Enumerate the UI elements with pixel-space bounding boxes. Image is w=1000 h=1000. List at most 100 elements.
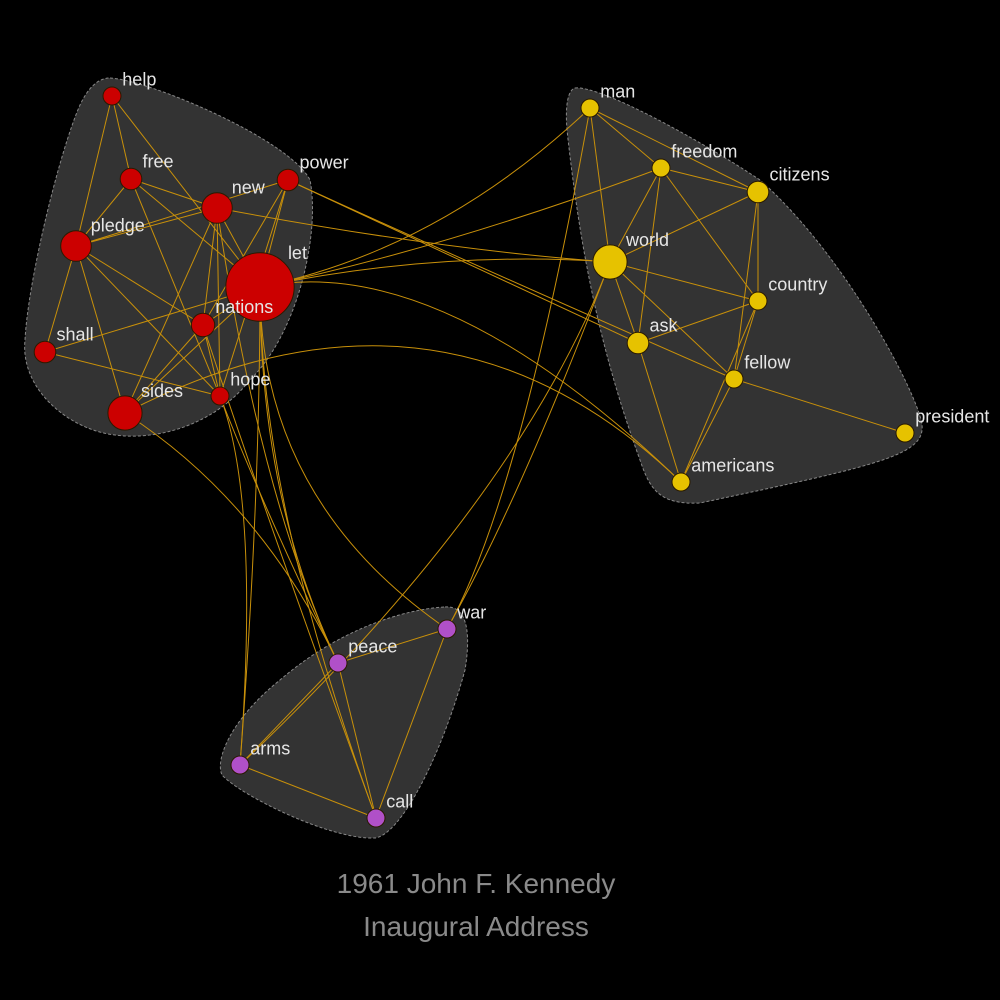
node-label-let: let bbox=[288, 243, 307, 263]
node-hope[interactable] bbox=[210, 386, 230, 406]
node-label-free: free bbox=[143, 151, 174, 171]
node-label-fellow: fellow bbox=[744, 353, 791, 373]
edge-shall-hope bbox=[44, 351, 221, 397]
edge-peace-arms bbox=[239, 662, 339, 766]
node-citizens[interactable] bbox=[746, 180, 770, 204]
edge-fellow-president bbox=[733, 378, 906, 434]
edge-war-call bbox=[375, 628, 448, 819]
node-label-americans: americans bbox=[691, 456, 774, 476]
node-war[interactable] bbox=[437, 619, 457, 639]
node-shall[interactable] bbox=[33, 340, 57, 364]
edge-help-free bbox=[111, 95, 132, 180]
edge-help-let bbox=[111, 95, 261, 288]
edge-country-americans bbox=[680, 300, 759, 483]
edge-new-sides bbox=[124, 207, 218, 414]
node-freedom[interactable] bbox=[651, 158, 671, 178]
edge-pledge-sides bbox=[75, 245, 126, 414]
edge-help-pledge bbox=[75, 95, 113, 247]
edge-let-freedom bbox=[259, 167, 662, 288]
edge-world-war bbox=[446, 261, 611, 630]
edge-man-world bbox=[589, 107, 611, 263]
node-americans[interactable] bbox=[671, 472, 691, 492]
edge-world-fellow bbox=[609, 261, 735, 380]
edge-pledge-shall bbox=[44, 245, 77, 353]
edge-nations-call bbox=[202, 324, 377, 819]
edge-let-war bbox=[259, 286, 448, 630]
edge-ask-country bbox=[637, 300, 759, 344]
edge-let-man bbox=[259, 107, 591, 288]
edge-world-country bbox=[609, 261, 759, 302]
edge-war-peace bbox=[337, 628, 448, 664]
node-nations[interactable] bbox=[190, 312, 216, 338]
edge-freedom-world bbox=[609, 167, 662, 263]
edge-world-arms bbox=[239, 261, 611, 766]
node-president[interactable] bbox=[895, 423, 915, 443]
node-label-war: war bbox=[456, 603, 486, 623]
node-fellow[interactable] bbox=[724, 369, 744, 389]
node-help[interactable] bbox=[102, 86, 122, 106]
edge-man-citizens bbox=[589, 107, 759, 193]
edge-shall-let bbox=[44, 286, 261, 353]
node-free[interactable] bbox=[119, 167, 143, 191]
edge-pledge-power bbox=[75, 179, 289, 247]
edge-ask-americans bbox=[637, 342, 682, 483]
node-label-country: country bbox=[768, 275, 827, 295]
title-line-1: 1961 John F. Kennedy bbox=[336, 868, 616, 899]
edge-new-nations bbox=[202, 207, 218, 326]
edge-citizens-world bbox=[609, 191, 759, 263]
edge-let-arms bbox=[239, 286, 261, 766]
node-label-power: power bbox=[300, 152, 349, 172]
node-label-shall: shall bbox=[57, 324, 94, 344]
edge-freedom-ask bbox=[637, 167, 662, 344]
edge-let-world bbox=[259, 258, 611, 288]
node-label-pledge: pledge bbox=[91, 215, 145, 235]
node-label-sides: sides bbox=[141, 381, 183, 401]
node-label-citizens: citizens bbox=[770, 164, 830, 184]
edge-sides-peace bbox=[124, 412, 339, 664]
node-ask[interactable] bbox=[626, 331, 650, 355]
node-power[interactable] bbox=[276, 168, 300, 192]
edge-nations-sides bbox=[124, 324, 204, 414]
node-label-world: world bbox=[625, 230, 669, 250]
node-man[interactable] bbox=[580, 98, 600, 118]
title-line-2: Inaugural Address bbox=[363, 911, 589, 942]
node-peace[interactable] bbox=[328, 653, 348, 673]
edge-power-nations bbox=[202, 179, 289, 326]
edge-fellow-americans bbox=[680, 378, 735, 483]
node-label-man: man bbox=[600, 82, 635, 102]
edge-pledge-nations bbox=[75, 245, 204, 326]
edge-fellow-country bbox=[733, 300, 759, 380]
edge-new-hope bbox=[216, 207, 221, 397]
edge-peace-call bbox=[337, 662, 377, 819]
node-label-freedom: freedom bbox=[671, 142, 737, 162]
edge-free-hope bbox=[130, 178, 221, 397]
node-label-hope: hope bbox=[230, 370, 270, 390]
edge-arms-call bbox=[239, 764, 377, 819]
node-world[interactable] bbox=[592, 244, 628, 280]
cluster-hull-purple bbox=[219, 606, 469, 839]
edge-freedom-citizens bbox=[660, 167, 759, 193]
edge-sides-americans bbox=[124, 345, 682, 483]
node-label-call: call bbox=[386, 792, 413, 812]
node-label-peace: peace bbox=[348, 637, 397, 657]
node-sides[interactable] bbox=[107, 395, 143, 431]
edge-hope-arms bbox=[219, 395, 248, 766]
node-label-arms: arms bbox=[250, 739, 290, 759]
edge-man-freedom bbox=[589, 107, 662, 169]
node-label-president: president bbox=[915, 407, 989, 427]
node-label-new: new bbox=[232, 177, 266, 197]
edge-let-americans bbox=[259, 281, 682, 483]
node-let[interactable] bbox=[225, 252, 295, 322]
node-call[interactable] bbox=[366, 808, 386, 828]
node-new[interactable] bbox=[201, 192, 233, 224]
node-pledge[interactable] bbox=[60, 230, 92, 262]
node-country[interactable] bbox=[748, 291, 768, 311]
node-label-ask: ask bbox=[650, 315, 679, 335]
edge-man-war bbox=[446, 107, 591, 630]
edge-freedom-country bbox=[660, 167, 759, 302]
edge-hope-peace bbox=[219, 395, 339, 664]
node-label-nations: nations bbox=[215, 297, 273, 317]
node-arms[interactable] bbox=[230, 755, 250, 775]
